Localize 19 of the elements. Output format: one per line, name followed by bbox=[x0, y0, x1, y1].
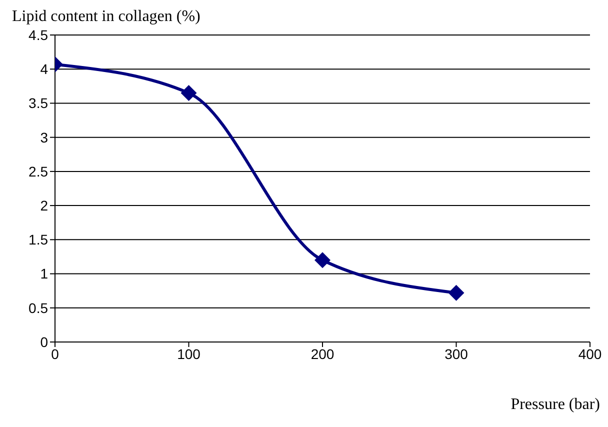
point bbox=[448, 284, 464, 301]
y-tick-label: 4 bbox=[40, 61, 48, 78]
y-tick-label: 3 bbox=[40, 129, 48, 146]
y-tick-label: 1 bbox=[40, 266, 48, 282]
y-tick-label: 2.5 bbox=[28, 163, 48, 180]
y-tick-label: 1.5 bbox=[28, 232, 48, 248]
x-axis-title: Pressure (bar) bbox=[510, 396, 600, 414]
y-tick-label: 0.5 bbox=[28, 300, 48, 316]
x-tick-label: 0 bbox=[51, 346, 60, 362]
x-tick-label: 100 bbox=[177, 346, 201, 362]
x-tick-label: 400 bbox=[578, 346, 602, 362]
x-tick-label: 200 bbox=[310, 346, 334, 362]
y-tick-label: 2 bbox=[40, 198, 48, 214]
x-tick-label: 300 bbox=[444, 346, 468, 362]
y-tick-label: 3.5 bbox=[28, 95, 48, 112]
y-axis-title: Lipid content in collagen (%) bbox=[12, 8, 200, 26]
point bbox=[314, 252, 330, 268]
y-tick-label: 0 bbox=[40, 334, 48, 350]
y-tick-label: 4.5 bbox=[28, 26, 48, 43]
